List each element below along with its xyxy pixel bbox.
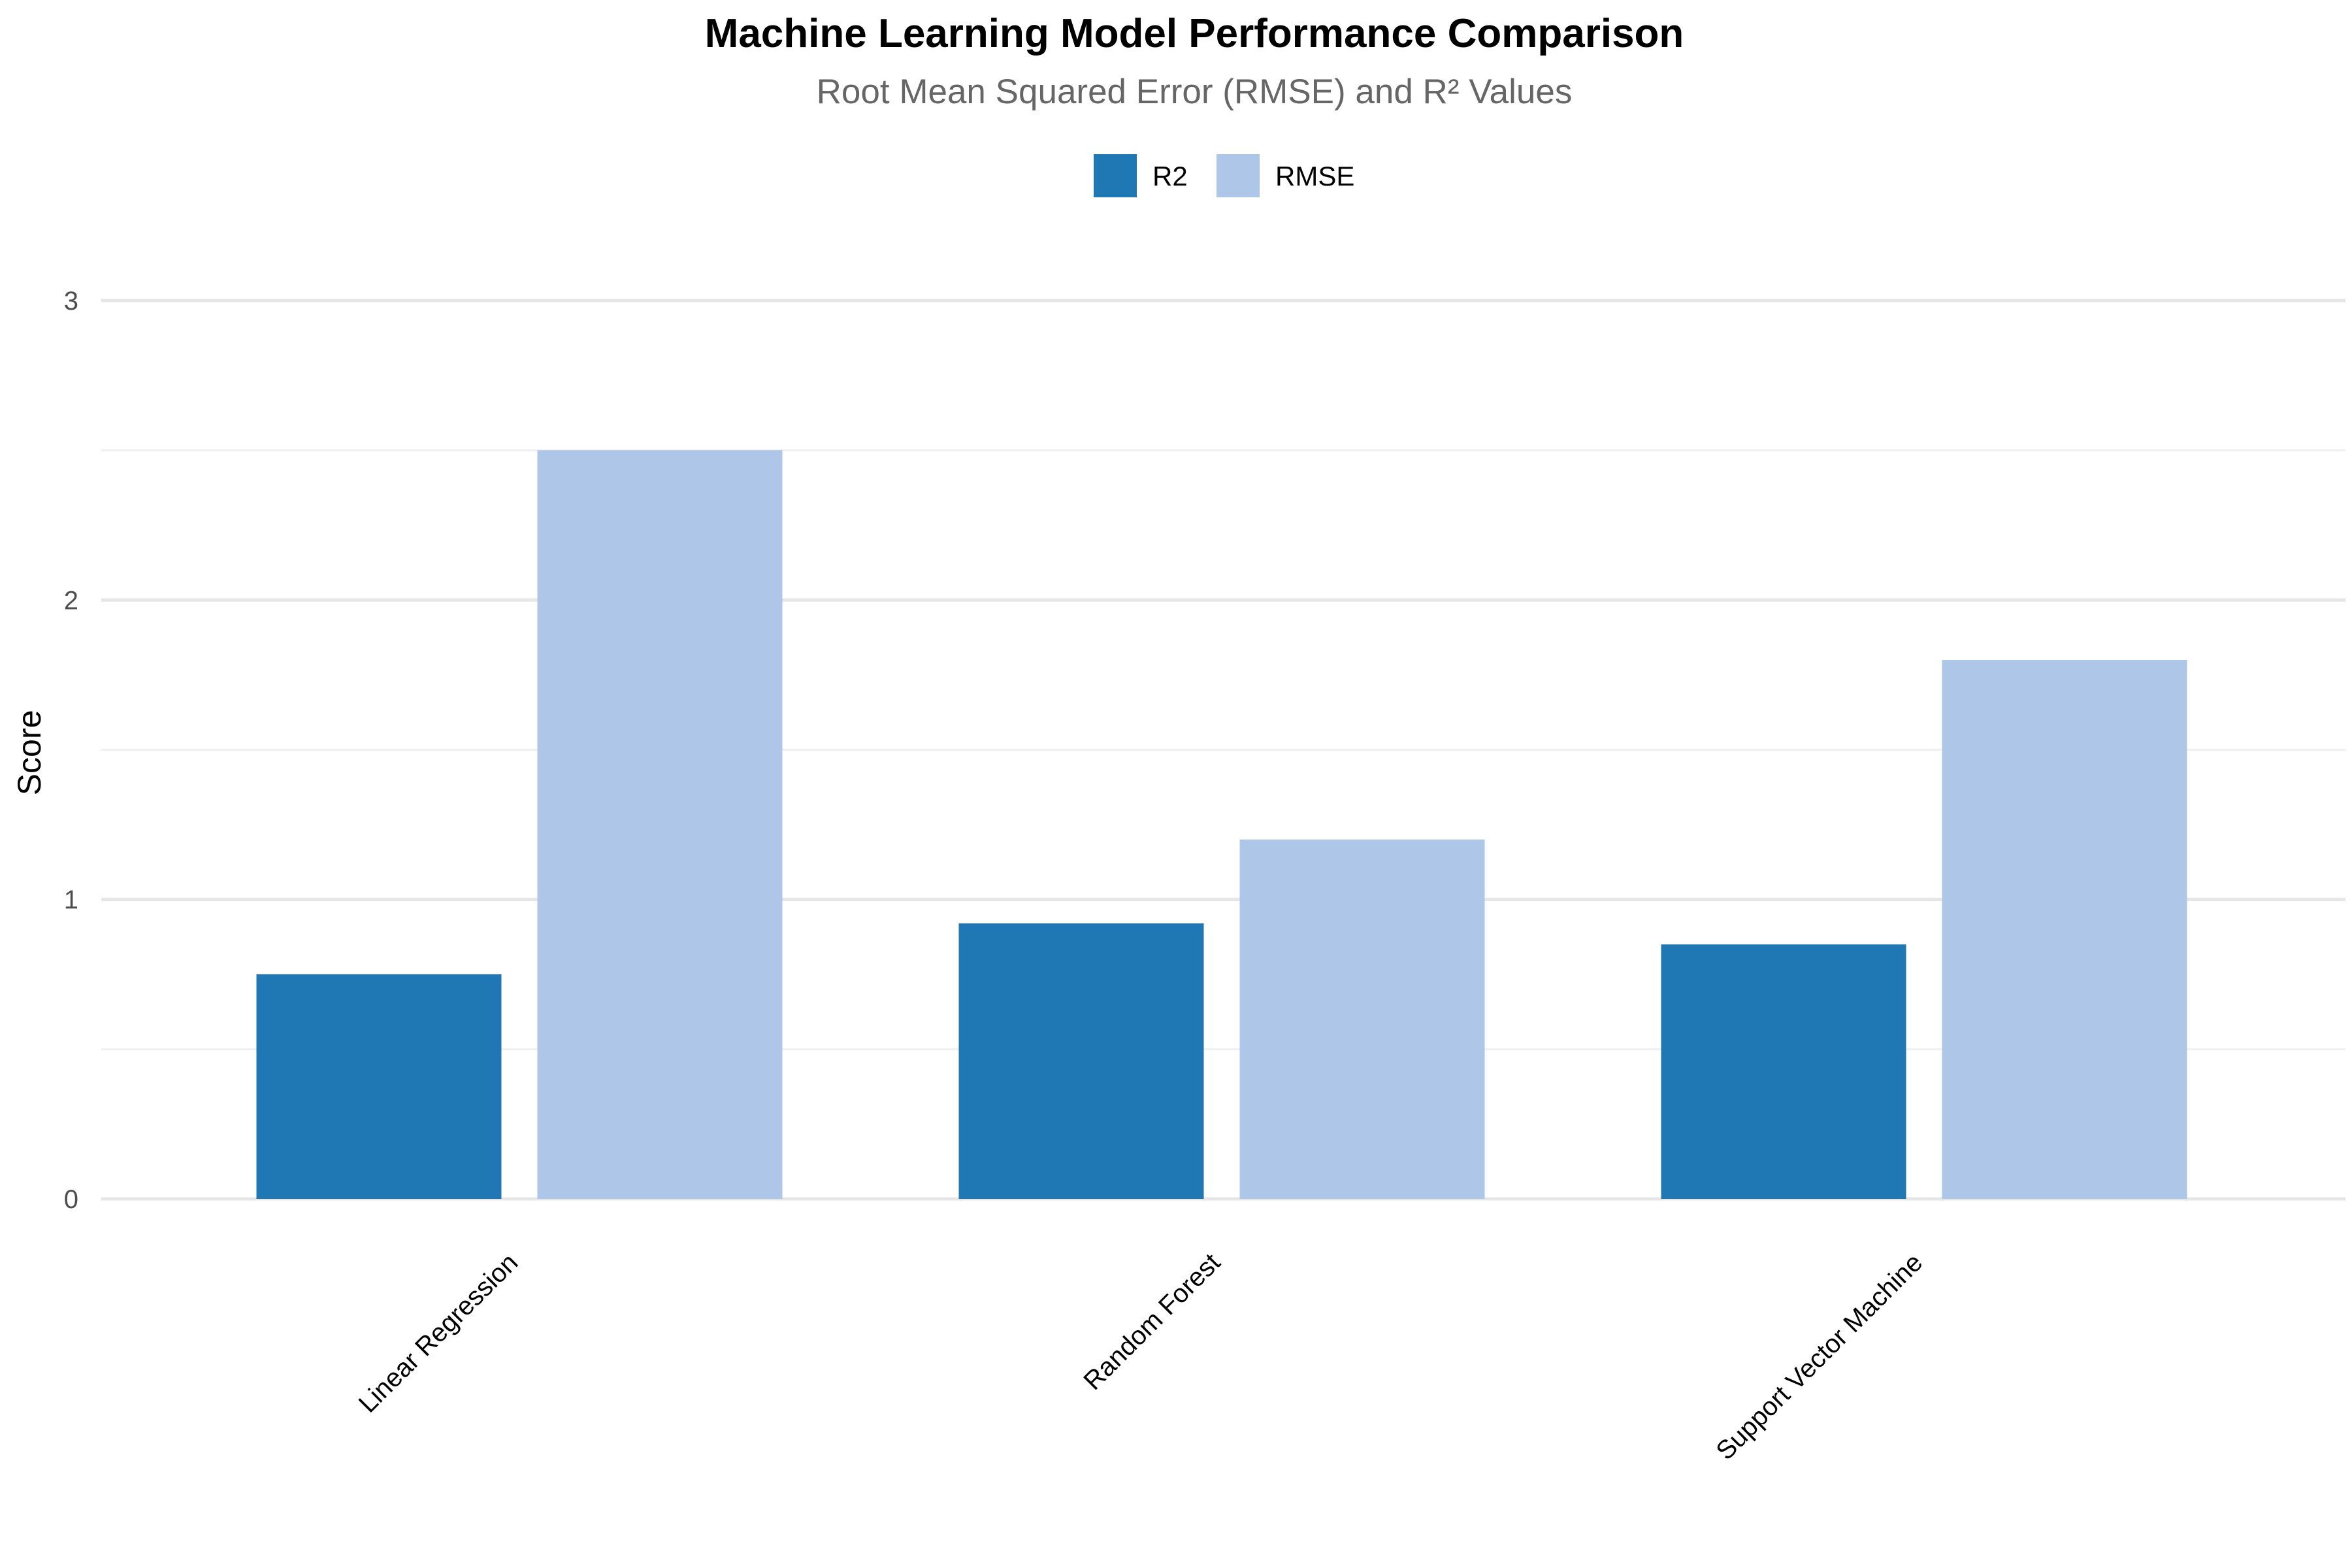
legend: R2 RMSE xyxy=(1094,154,1354,197)
bars xyxy=(256,450,2187,1199)
legend-swatch xyxy=(1094,154,1137,197)
x-axis: Linear Regression Random Forest Support Ve… xyxy=(353,1248,1929,1465)
y-axis-title: Score xyxy=(11,710,48,796)
y-tick-label: 1 xyxy=(64,886,78,915)
chart-title: Machine Learning Model Performance Compa… xyxy=(705,11,1684,56)
legend-label: R2 xyxy=(1152,161,1188,191)
legend-swatch xyxy=(1217,154,1260,197)
bar-r2-linear-regression xyxy=(256,974,502,1199)
x-tick-label: Support Vector Machine xyxy=(1710,1248,1928,1465)
bar-r2-support-vector-machine xyxy=(1661,944,1906,1199)
legend-item-rmse: RMSE xyxy=(1217,154,1354,197)
legend-item-r2: R2 xyxy=(1094,154,1188,197)
bar-rmse-random-forest xyxy=(1239,840,1485,1199)
bar-r2-random-forest xyxy=(958,923,1204,1199)
bar-rmse-support-vector-machine xyxy=(1942,660,2187,1199)
y-tick-label: 2 xyxy=(64,586,78,615)
x-tick-label: Linear Regression xyxy=(353,1248,524,1418)
y-tick-label: 0 xyxy=(64,1185,78,1214)
chart-subtitle: Root Mean Squared Error (RMSE) and R² Va… xyxy=(817,73,1573,111)
y-axis: 0 1 2 3 xyxy=(64,287,78,1214)
x-tick-label: Random Forest xyxy=(1078,1248,1226,1396)
legend-label: RMSE xyxy=(1275,161,1354,191)
y-tick-label: 3 xyxy=(64,287,78,316)
bar-rmse-linear-regression xyxy=(537,450,783,1199)
